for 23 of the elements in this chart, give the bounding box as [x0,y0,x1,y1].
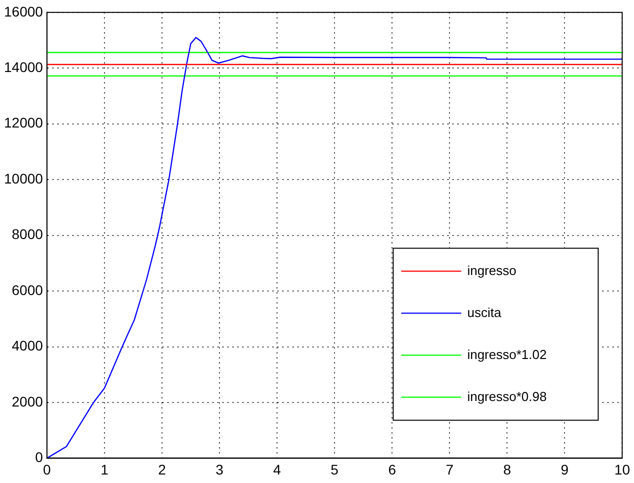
y-tick-label: 6000 [12,282,44,298]
y-tick-label: 10000 [4,170,44,186]
legend-label: ingresso*0.98 [467,388,547,404]
y-tick-label: 14000 [4,58,44,75]
y-tick-label: 0 [35,449,44,466]
y-tick-label: 2000 [12,393,44,410]
x-tick-label: 4 [273,461,282,478]
x-tick-label: 3 [216,461,224,478]
x-tick-label: 10 [614,461,630,478]
y-tick-label: 16000 [4,3,44,20]
x-tick-label: 5 [330,461,339,478]
y-tick-label: 12000 [4,114,44,131]
x-tick-label: 6 [388,461,396,478]
x-tick-label: 7 [446,461,454,478]
x-tick-label: 2 [158,461,166,478]
x-tick-label: 8 [503,461,512,478]
x-tick-label: 1 [100,461,109,478]
y-tick-label: 8000 [12,226,44,242]
legend-label: uscita [467,304,502,320]
x-tick-label: 9 [560,461,569,478]
legend-label: ingresso*1.02 [467,346,547,362]
y-tick-label: 4000 [12,338,44,354]
legend-label: ingresso [467,262,516,278]
